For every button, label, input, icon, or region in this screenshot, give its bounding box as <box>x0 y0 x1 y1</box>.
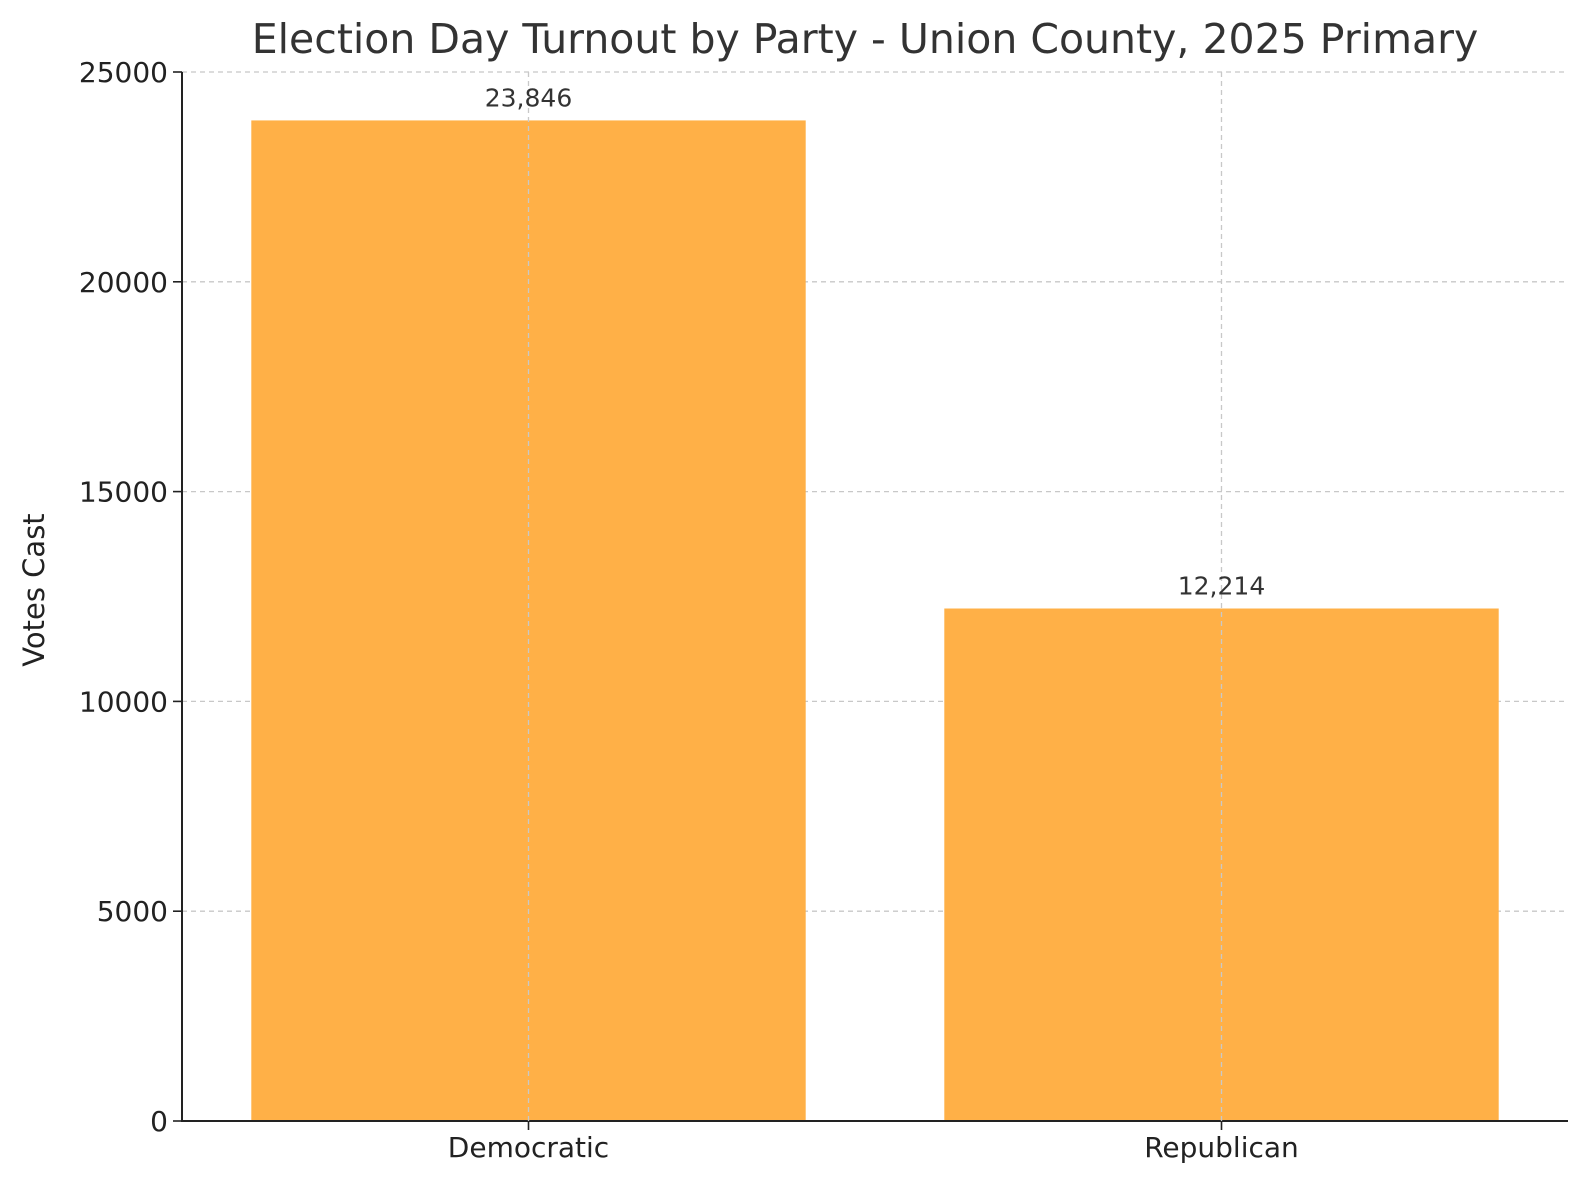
y-axis-label: Votes Cast <box>17 513 51 666</box>
x-tick-label: Republican <box>1144 1131 1299 1164</box>
y-tick-label: 10000 <box>79 685 168 718</box>
bar-value-label: 23,846 <box>485 83 572 112</box>
y-tick-label: 0 <box>150 1105 168 1138</box>
x-tick-label: Democratic <box>448 1131 609 1164</box>
bar-layer <box>251 120 1498 1121</box>
y-tick-label: 5000 <box>97 895 168 928</box>
bar-value-label: 12,214 <box>1178 572 1265 601</box>
y-tick-label: 20000 <box>79 266 168 299</box>
y-tick-label: 25000 <box>79 56 168 89</box>
y-tick-label: 15000 <box>79 476 168 509</box>
chart-title: Election Day Turnout by Party - Union Co… <box>252 15 1479 63</box>
